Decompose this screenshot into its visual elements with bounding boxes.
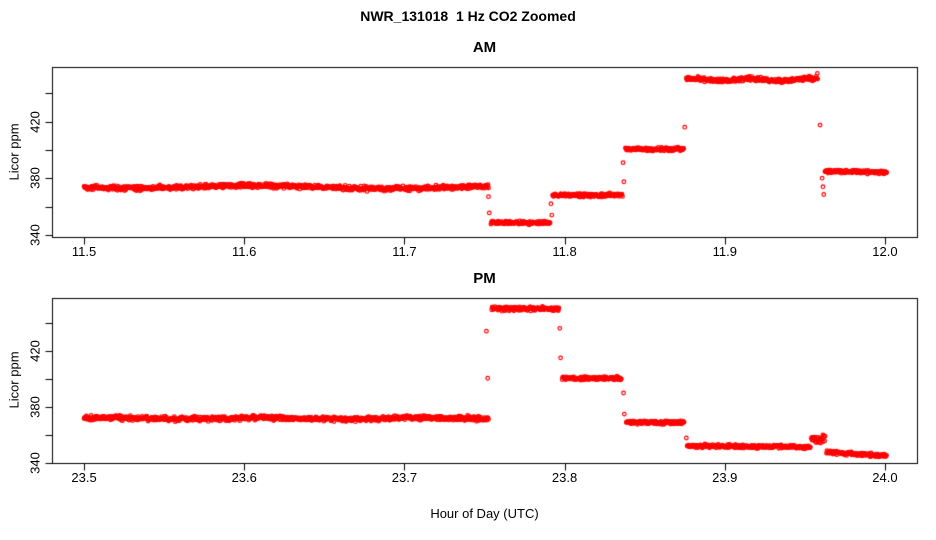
pm-xtick-label-23.9: 23.9 <box>712 470 738 485</box>
pm-ytick-label-380: 380 <box>27 396 43 418</box>
am-y-axis-label: Licor ppm <box>6 123 22 181</box>
pm-ytick-label-420: 420 <box>27 339 43 362</box>
pm-xtick-label-23.6: 23.6 <box>231 470 257 485</box>
am-panel-title: AM <box>472 39 497 56</box>
main-title: NWR_131018 1 Hz CO2 Zoomed <box>360 8 576 24</box>
am-xtick-label-11.5: 11.5 <box>71 244 97 259</box>
pm-xtick-label-23.5: 23.5 <box>71 470 97 485</box>
x-axis-label: Hour of Day (UTC) <box>430 506 539 521</box>
pm-xtick-label-23.8: 23.8 <box>551 470 578 485</box>
am-ytick-label-380: 380 <box>27 167 43 190</box>
am-xtick-label-11.6: 11.6 <box>232 244 257 259</box>
am-xtick-label-12.0: 12.0 <box>872 244 898 259</box>
pm-panel-title: PM <box>473 270 496 287</box>
pm-y-axis-label: Licor ppm <box>6 351 22 409</box>
am-xtick-label-11.8: 11.8 <box>552 244 577 259</box>
pm-xtick-label-24.0: 24.0 <box>872 470 898 485</box>
am-xtick-label-11.7: 11.7 <box>392 244 417 259</box>
pm-xtick-label-23.7: 23.7 <box>391 470 418 485</box>
pm-ytick-label-340: 340 <box>27 452 43 475</box>
am-ytick-label-420: 420 <box>27 110 43 133</box>
am-ytick-label-340: 340 <box>27 224 43 246</box>
am-xtick-label-11.9: 11.9 <box>712 244 737 259</box>
